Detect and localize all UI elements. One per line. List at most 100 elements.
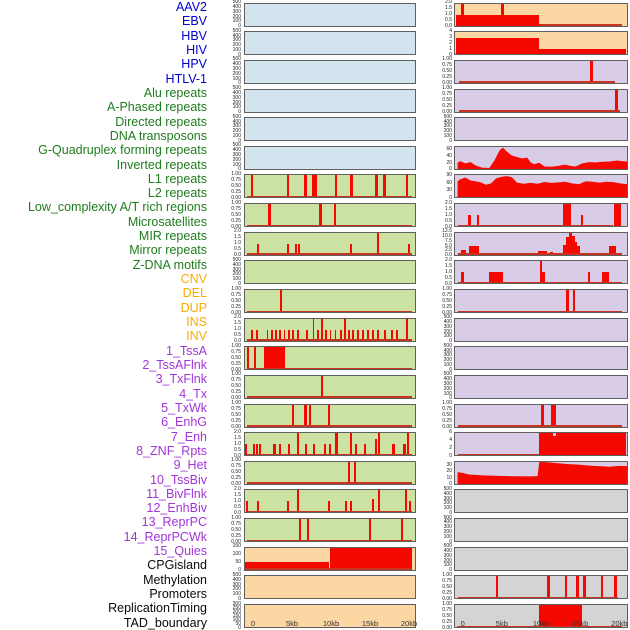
track-panel-9-het [454,288,628,313]
track-panel-3-txflnk [454,117,628,142]
y-tick-label: 0.75 [231,348,241,355]
data-step-block [245,562,330,570]
data-bar [253,347,256,370]
y-tick-label: 500 [443,314,452,321]
y-tick-label: 12.5 [442,228,452,235]
area-fill [457,176,627,198]
y-tick-label: 0.50 [442,612,452,619]
data-bar [488,272,504,284]
data-bar [580,215,584,227]
y-tick-label: 100 [443,505,452,512]
data-bar [562,204,571,227]
y-tick-label: 0.0 [234,452,241,459]
track-panel-inv [454,31,628,56]
data-bar [292,329,294,341]
y-tick-label: 300 [232,123,241,130]
y-tick-label: 0 [449,452,452,459]
y-tick-label: 60 [446,145,452,152]
track-label-2-tssaflnk: 2_TssAFlnk [142,357,207,372]
data-bar [368,519,371,542]
data-bar [251,329,254,341]
track-panel-a-phased-repeats [243,203,416,228]
track-panel-mirror-repeats [243,489,416,514]
y-tick-label: 0.25 [231,360,241,367]
track-panel-dup [243,603,416,628]
track-label-10-tssbiv: 10_TssBiv [150,472,207,487]
y-tick-label: 0.00 [442,309,452,316]
y-tick-label: 1.5 [234,434,241,441]
data-step-block [539,433,554,456]
data-bar [600,576,604,599]
y-tick-label: 500 [443,342,452,349]
y-tick-label: 0.00 [231,395,241,402]
y-tick-label: 300 [443,123,452,130]
y-tick-label: 30 [446,187,452,194]
data-bar [321,375,324,398]
track-panel-10-tssbiv [454,317,628,342]
data-bar [407,243,411,255]
y-tick-label: 0 [238,595,241,602]
data-step-block [455,14,539,26]
y-tick-label: 300 [232,151,241,158]
data-bar [349,501,353,513]
y-tick-label: 20 [446,468,452,475]
data-bar [563,245,566,255]
data-bar [258,444,261,456]
y-tick-label: 0.50 [442,412,452,419]
y-tick-label: 250 [232,604,241,611]
zero-baseline [458,596,619,599]
y-tick-label: 0.25 [231,389,241,396]
data-bar [361,329,364,341]
y-tick-label: 2.5 [445,247,452,254]
y-tick-label: 200 [443,385,452,392]
data-bar [400,519,404,542]
track-label-mirror-repeats: Mirror repeats [129,243,207,258]
y-tick-label: 0.50 [231,412,241,419]
y-tick-label: 100 [443,390,452,397]
data-bar [304,175,307,198]
y-tick-label: 1.0 [234,498,241,505]
track-panel-g-quadruplex-forming-repeats [243,288,416,313]
y-tick-label: 200 [232,99,241,106]
data-bar [327,404,331,427]
zero-baseline [247,367,412,370]
y-tick-label: 0.50 [231,211,241,218]
y-tick-label: 1.00 [231,514,241,521]
zero-baseline [458,224,614,227]
data-bar [377,433,381,456]
track-panel-tad-boundary [454,603,628,628]
data-bar [334,175,337,198]
track-label-replicationtiming: ReplicationTiming [108,601,207,616]
y-tick-label: 0.75 [231,205,241,212]
track-panel-microsatellites [243,432,416,457]
y-tick-label: 0 [238,137,241,144]
y-tick-label: 0 [449,538,452,545]
y-tick-label: 2.0 [234,228,241,235]
y-tick-label: 1.00 [231,457,241,464]
track-panel-del [243,575,416,600]
y-tick-label: 500 [443,543,452,550]
y-tick-label: 0 [238,166,241,173]
data-bar [461,272,465,284]
zero-baseline [247,511,412,513]
y-tick-label: 400 [443,548,452,555]
track-panel-aav2 [243,2,416,27]
track-label-ins: INS [186,315,207,329]
y-tick-label: 300 [443,381,452,388]
x-axis-tick-label: 10kb [532,619,550,628]
data-bar [614,89,618,112]
y-tick-label: 1.0 [445,11,452,18]
data-bar [304,444,307,456]
data-bar [294,243,298,255]
track-panel-promoters [454,546,628,571]
track-panel-1-tssa [454,59,628,84]
track-label-z-dna-motifs: Z-DNA motifs [132,257,207,272]
y-tick-label: 100 [232,104,241,111]
y-tick-label: 10 [446,474,452,481]
track-label-low-complexity-a-t-rich-regions: Low_complexity A/T rich regions [27,200,207,215]
y-tick-label: 200 [443,500,452,507]
y-tick-label: 0.75 [231,377,241,384]
track-label-cnv: CNV [180,272,207,287]
y-tick-label: 0.25 [231,189,241,196]
y-tick-label: 2.0 [234,428,241,435]
